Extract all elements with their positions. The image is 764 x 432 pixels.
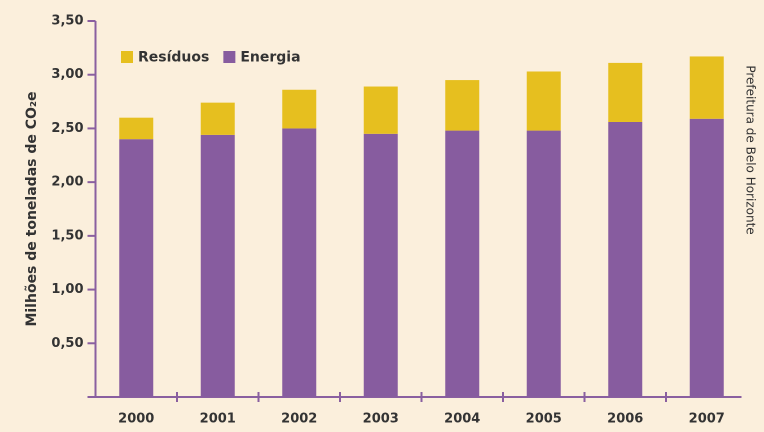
- y-axis-label: Milhões de toneladas de CO₂e: [24, 91, 40, 326]
- bar-segment: [608, 121, 643, 398]
- bar-segment: [282, 89, 317, 129]
- y-tick-label: 1,00: [51, 282, 83, 297]
- bar-segment: [689, 56, 724, 119]
- x-tick-label: 2001: [200, 412, 236, 427]
- x-tick-label: 2005: [526, 412, 562, 427]
- bar-segment: [526, 71, 561, 131]
- bar-segment: [445, 130, 480, 397]
- x-tick-label: 2003: [363, 412, 399, 427]
- bar-segment: [200, 134, 235, 398]
- x-tick-label: 2007: [689, 412, 725, 427]
- x-tick-label: 2006: [607, 412, 643, 427]
- x-tick-label: 2002: [281, 412, 317, 427]
- bar-segment: [282, 128, 317, 397]
- bar-segment: [608, 62, 643, 122]
- y-tick-label: 3,50: [51, 14, 83, 29]
- bar-segment: [119, 139, 154, 397]
- y-tick-label: 1,50: [51, 228, 83, 243]
- bar-segment: [119, 117, 154, 140]
- legend-label: Resíduos: [138, 50, 209, 66]
- x-tick-label: 2004: [444, 412, 480, 427]
- x-tick-label: 2000: [118, 412, 154, 427]
- bar-segment: [363, 86, 398, 134]
- bar-segment: [363, 133, 398, 398]
- bar-segment: [445, 80, 480, 131]
- y-tick-label: 2,00: [51, 175, 83, 190]
- y-tick-label: 3,00: [51, 67, 83, 82]
- bar-segment: [689, 118, 724, 397]
- bar-segment: [200, 102, 235, 135]
- legend-swatch: [223, 51, 236, 63]
- legend-swatch: [121, 51, 133, 63]
- bar-segment: [526, 130, 561, 397]
- y-tick-label: 0,50: [51, 336, 83, 351]
- y-tick-label: 2,50: [51, 121, 83, 136]
- legend-label: Energia: [240, 50, 300, 66]
- source: Prefeitura de Belo Horizonte: [744, 65, 758, 234]
